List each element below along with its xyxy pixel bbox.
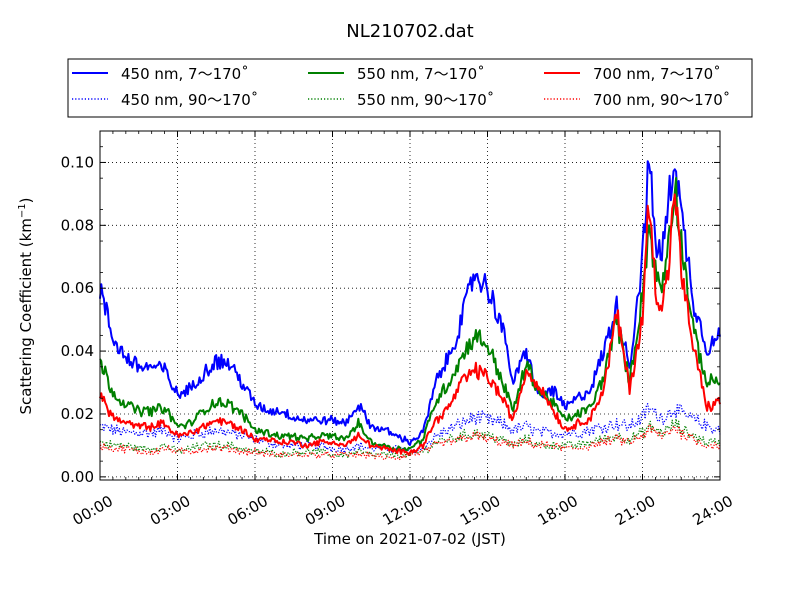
series-line-5 [99,424,721,461]
y-tick-label: 0.10 [61,153,94,171]
legend-label-5: 700 nm, 90～170˚ [593,91,730,109]
y-tick-label: 0.06 [61,279,94,297]
legend-label-0: 450 nm, 7～170˚ [121,65,249,83]
series-layer [99,160,721,461]
series-line-3 [99,418,721,459]
legend-label-3: 550 nm, 90～170˚ [357,91,494,109]
chart-title: NL210702.dat [346,21,473,42]
y-tick-label: 0.02 [61,405,94,423]
series-line-2 [99,176,721,452]
y-tick-label: 0.08 [61,216,94,234]
legend: 450 nm, 7～170˚ 450 nm, 90～170˚ 550 nm, 7～1… [67,58,753,118]
x-axis-label: Time on 2021-07-02 (JST) [313,530,506,548]
legend-label-4: 700 nm, 7～170˚ [593,65,721,83]
legend-frame [67,58,753,118]
legend-label-1: 450 nm, 90～170˚ [121,91,258,109]
y-axis-label-close: ) [17,197,35,203]
x-tick-label: 03:00 [147,492,193,529]
x-tick-label: 15:00 [457,492,503,529]
x-tick-label: 06:00 [225,492,271,529]
y-axis-label-main: Scattering Coefficient (km [17,218,35,414]
y-axis-label: Scattering Coefficient (km−1) [17,197,35,414]
x-tick-label: 21:00 [612,492,658,529]
series-line-4 [99,193,721,456]
x-tick-label: 00:00 [70,492,116,529]
x-tick-label: 09:00 [302,492,348,529]
y-axis-label-sup: −1 [17,203,28,218]
ticks: 00:00 03:00 06:00 09:00 12:00 15:00 18:00 21:00… [61,131,736,529]
x-tick-label: 18:00 [535,492,581,529]
x-tick-label: 12:00 [380,492,426,529]
legend-label-2: 550 nm, 7～170˚ [357,65,485,83]
series-line-0 [99,160,721,446]
y-tick-label: 0.00 [61,468,94,486]
grid [100,131,720,480]
x-tick-label: 24:00 [690,492,736,529]
y-tick-label: 0.04 [61,342,94,360]
